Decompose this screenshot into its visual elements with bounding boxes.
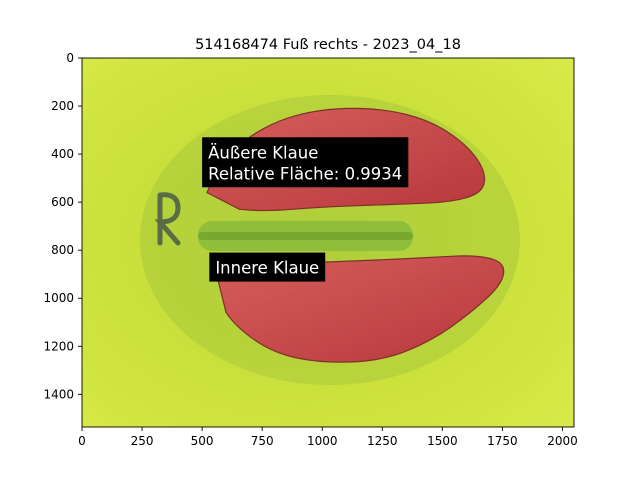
photo-letter-r — [154, 192, 181, 246]
photo-interdigital-band-shade — [198, 232, 413, 240]
image-area — [82, 58, 574, 427]
axes-frame — [81, 57, 575, 428]
x-tick-label: 750 — [251, 434, 274, 448]
y-tick-label: 1200 — [43, 339, 74, 353]
outer-claw-label-line: Relative Fläche: 0.9934 — [208, 164, 402, 183]
y-tick-label: 600 — [51, 195, 74, 209]
x-axis: 0 250 500 750 1000 1250 1500 1750 2000 — [78, 427, 578, 448]
inner-claw-label-line: Innere Klaue — [215, 259, 319, 278]
x-tick-label: 1000 — [307, 434, 338, 448]
x-tick-label: 1750 — [487, 434, 518, 448]
x-tick-label: 250 — [131, 434, 154, 448]
outer-claw-label: Äußere Klaue Relative Fläche: 0.9934 — [202, 137, 409, 188]
x-tick-label: 1500 — [427, 434, 458, 448]
y-tick-label: 800 — [51, 243, 74, 257]
y-tick-label: 0 — [66, 51, 74, 65]
outer-claw-label-box — [202, 137, 409, 188]
x-tick-label: 0 — [78, 434, 86, 448]
y-axis: 0 200 400 600 800 1000 1200 1400 — [43, 51, 82, 401]
y-tick-label: 1400 — [43, 387, 74, 401]
x-tick-label: 500 — [191, 434, 214, 448]
annotations: Äußere Klaue Relative Fläche: 0.9934 Inner… — [202, 137, 409, 282]
inner-claw-label-box — [209, 252, 326, 282]
chart-title: 514168474 Fuß rechts - 2023_04_18 — [195, 37, 461, 53]
y-tick-label: 400 — [51, 147, 74, 161]
outer-claw-label-line: Äußere Klaue — [208, 143, 318, 162]
inner-claw-label: Innere Klaue — [209, 252, 326, 282]
y-tick-label: 200 — [51, 99, 74, 113]
y-tick-label: 1000 — [43, 291, 74, 305]
x-tick-label: 1250 — [367, 434, 398, 448]
x-tick-label: 2000 — [547, 434, 578, 448]
